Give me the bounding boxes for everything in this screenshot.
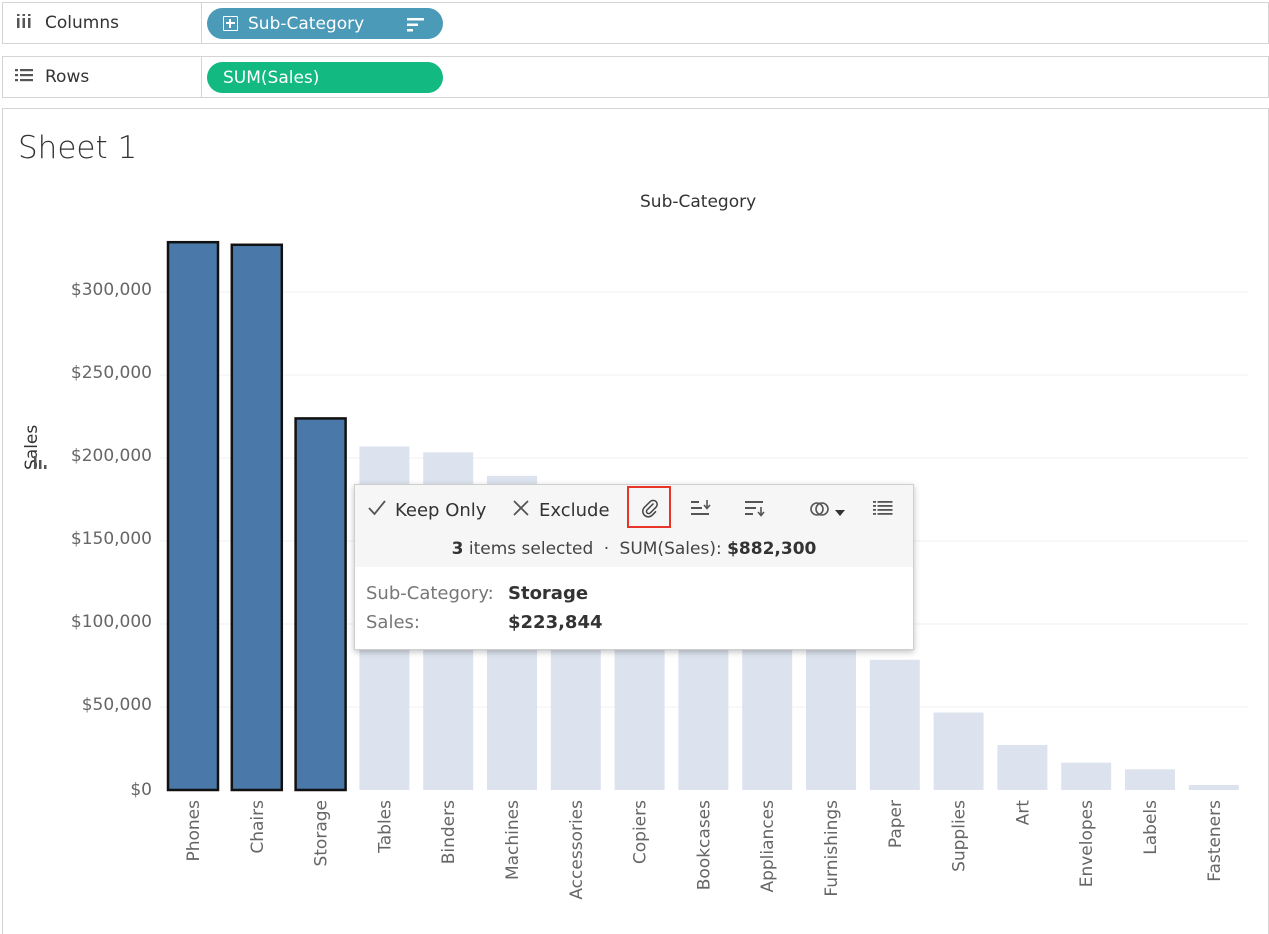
selection-summary: 3 items selected · SUM(Sales): $882,300 <box>355 539 913 559</box>
sum-sales-pill[interactable]: SUM(Sales) <box>207 62 443 93</box>
x-tick-label: Paper <box>886 800 906 848</box>
group-icon <box>809 499 831 523</box>
bar-art[interactable] <box>997 744 1048 790</box>
bar-envelopes[interactable] <box>1061 762 1112 790</box>
keep-only-button[interactable]: Keep Only <box>368 497 486 523</box>
x-tick-label: Appliances <box>758 800 778 893</box>
exclude-label: Exclude <box>539 499 610 521</box>
paperclip-icon <box>640 498 660 522</box>
selected-items-text: items selected <box>468 539 594 559</box>
sub-category-pill[interactable]: Sub-Category <box>207 8 443 39</box>
bar-storage[interactable] <box>294 417 347 792</box>
x-tick-label: Labels <box>1141 800 1161 855</box>
x-tick-label: Storage <box>312 800 332 867</box>
x-tick-label: Chairs <box>248 800 268 854</box>
sheet-title: Sheet 1 <box>18 130 138 166</box>
view-data-icon <box>873 501 893 520</box>
sort-ascending-icon <box>691 500 713 521</box>
rows-icon <box>15 68 35 86</box>
x-tick-label: Fasteners <box>1205 800 1225 882</box>
tooltip-key-subcategory: Sub-Category: <box>366 583 494 604</box>
rows-shelf-label: Rows <box>3 57 202 97</box>
sort-ascending-button[interactable] <box>691 499 713 521</box>
x-tick-label: Copiers <box>631 800 651 864</box>
sort-descending-button[interactable] <box>745 499 767 521</box>
bar-furnishings[interactable] <box>806 637 856 790</box>
bar-fasteners[interactable] <box>1188 784 1239 790</box>
bar-phones[interactable] <box>166 240 220 792</box>
y-tick-label: $50,000 <box>81 695 152 715</box>
view-data-button[interactable] <box>873 500 893 520</box>
bar-chairs[interactable] <box>230 243 284 792</box>
axis-sort-icon[interactable] <box>33 455 49 475</box>
sum-sales-pill-label: SUM(Sales) <box>223 67 320 88</box>
columns-label: Columns <box>45 13 119 33</box>
y-tick-label: $150,000 <box>70 529 152 549</box>
x-tick-label: Supplies <box>950 800 970 872</box>
x-tick-label: Bookcases <box>694 800 714 890</box>
group-button[interactable] <box>809 499 845 523</box>
bar-labels[interactable] <box>1125 769 1175 790</box>
x-tick-label: Tables <box>375 800 395 854</box>
bar-supplies[interactable] <box>933 712 984 790</box>
exclude-button[interactable]: Exclude <box>513 497 610 523</box>
y-tick-label: $250,000 <box>70 363 152 383</box>
sum-label: SUM(Sales): <box>619 539 722 559</box>
x-tick-label: Art <box>1013 800 1033 826</box>
group-members-button[interactable] <box>627 486 671 528</box>
selection-tooltip: Keep Only Exclude 3 items s <box>354 484 914 650</box>
tooltip-value-sales: $223,844 <box>508 612 603 633</box>
columns-shelf: Columns Sub-Category <box>2 2 1269 44</box>
close-icon <box>513 499 529 521</box>
x-tick-label: Binders <box>439 800 459 864</box>
columns-shelf-label: Columns <box>3 3 202 43</box>
sum-value: $882,300 <box>727 539 817 559</box>
sort-descending-icon <box>745 501 767 521</box>
rows-label: Rows <box>45 67 90 87</box>
tooltip-row-subcategory: Sub-Category: Storage <box>366 583 588 604</box>
dropdown-arrow-icon <box>835 502 845 521</box>
sort-descending-icon[interactable] <box>407 17 425 37</box>
y-tick-label: $200,000 <box>70 446 152 466</box>
x-tick-label: Furnishings <box>822 800 842 897</box>
x-tick-label: Machines <box>503 800 523 880</box>
tooltip-key-sales: Sales: <box>366 612 420 633</box>
y-tick-label: $100,000 <box>70 612 152 632</box>
y-tick-label: $0 <box>130 780 152 800</box>
column-header: Sub-Category <box>640 192 757 212</box>
sub-category-pill-label: Sub-Category <box>248 13 365 34</box>
selected-count: 3 <box>451 539 464 559</box>
tooltip-value-subcategory: Storage <box>508 583 589 604</box>
x-tick-label: Phones <box>184 800 204 862</box>
y-tick-label: $300,000 <box>70 280 152 300</box>
rows-shelf: Rows SUM(Sales) <box>2 56 1269 98</box>
x-tick-label: Accessories <box>567 800 587 900</box>
tooltip-row-sales: Sales: $223,844 <box>366 612 603 633</box>
keep-only-label: Keep Only <box>395 499 487 521</box>
summary-separator: · <box>603 539 610 559</box>
bar-paper[interactable] <box>869 659 920 790</box>
check-icon <box>368 499 386 521</box>
columns-icon <box>15 13 35 33</box>
expand-icon[interactable] <box>223 16 238 31</box>
x-tick-label: Envelopes <box>1077 800 1097 887</box>
